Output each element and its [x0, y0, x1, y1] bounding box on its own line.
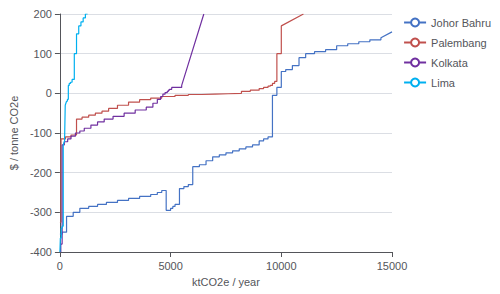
svg-text:Lima: Lima	[431, 77, 456, 89]
svg-text:Kolkata: Kolkata	[431, 57, 469, 69]
svg-text:Johor Bahru: Johor Bahru	[431, 17, 491, 29]
svg-text:-200: -200	[30, 167, 52, 179]
svg-text:5000: 5000	[158, 260, 182, 272]
svg-text:$ / tonne CO2e: $ / tonne CO2e	[8, 96, 20, 171]
svg-text:-300: -300	[30, 206, 52, 218]
svg-text:0: 0	[57, 260, 63, 272]
svg-text:Palembang: Palembang	[431, 37, 487, 49]
svg-text:0: 0	[46, 87, 52, 99]
svg-text:ktCO2e / year: ktCO2e / year	[192, 276, 260, 288]
svg-text:10000: 10000	[266, 260, 297, 272]
svg-text:100: 100	[34, 48, 52, 60]
svg-text:-100: -100	[30, 127, 52, 139]
svg-text:-400: -400	[30, 246, 52, 258]
svg-text:15000: 15000	[377, 260, 408, 272]
svg-text:200: 200	[34, 8, 52, 20]
